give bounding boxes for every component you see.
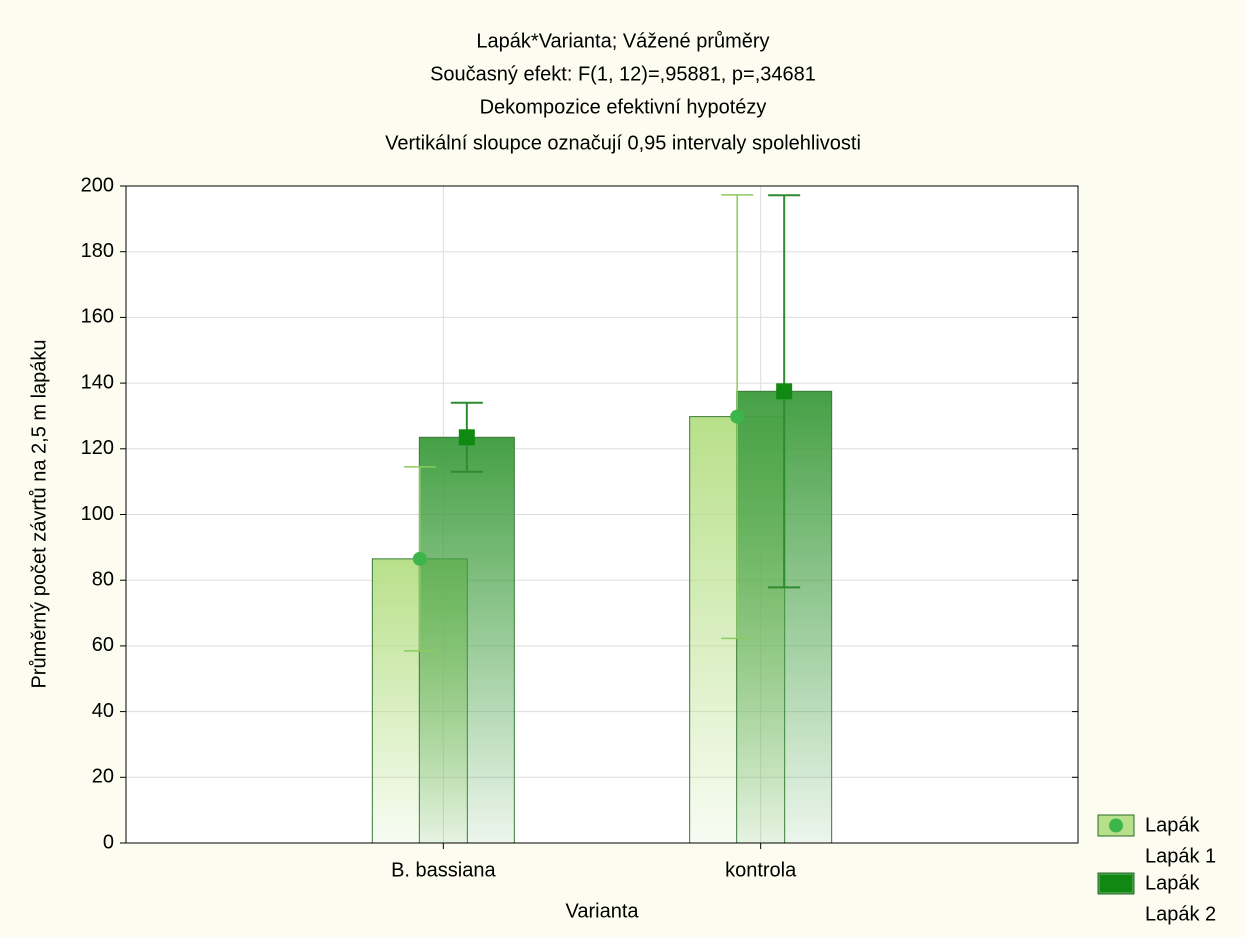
legend-title: Lapák xyxy=(1145,872,1200,894)
x-axis-label: Varianta xyxy=(565,900,639,922)
chart-subtitle: Současný efekt: F(1, 12)=,95881, p=,3468… xyxy=(430,63,816,85)
legend-marker xyxy=(1109,818,1123,833)
plot-border xyxy=(125,185,1079,844)
y-tick-label: 120 xyxy=(81,437,114,459)
y-tick-label: 160 xyxy=(81,306,114,328)
legend-marker xyxy=(1100,875,1132,892)
legend-label: Lapák 1 xyxy=(1145,845,1216,867)
legend-label: Lapák 2 xyxy=(1145,903,1216,925)
x-tick-label: kontrola xyxy=(725,859,797,881)
legend-title: Lapák xyxy=(1145,814,1200,836)
y-tick-label: 180 xyxy=(81,240,114,262)
chart-subtitle: Dekompozice efektivní hypotézy xyxy=(480,96,767,118)
y-axis-label: Průměrný počet závrtů na 2,5 m lapáku xyxy=(28,339,50,688)
y-tick-label: 0 xyxy=(103,831,114,853)
marker xyxy=(412,551,427,566)
x-tick-label: B. bassiana xyxy=(391,859,496,881)
chart-subtitle: Vertikální sloupce označují 0,95 interva… xyxy=(385,132,861,154)
marker xyxy=(458,429,475,446)
marker xyxy=(776,383,793,400)
y-tick-label: 100 xyxy=(81,503,114,525)
bar xyxy=(418,436,515,844)
marker xyxy=(730,409,745,424)
y-tick-label: 60 xyxy=(92,634,114,656)
y-tick-label: 140 xyxy=(81,371,114,393)
y-tick-label: 80 xyxy=(92,568,114,590)
y-tick-label: 200 xyxy=(81,174,114,196)
y-tick-label: 40 xyxy=(92,700,114,722)
y-tick-label: 20 xyxy=(92,766,114,788)
chart-title: Lapák*Varianta; Vážené průměry xyxy=(476,30,769,52)
